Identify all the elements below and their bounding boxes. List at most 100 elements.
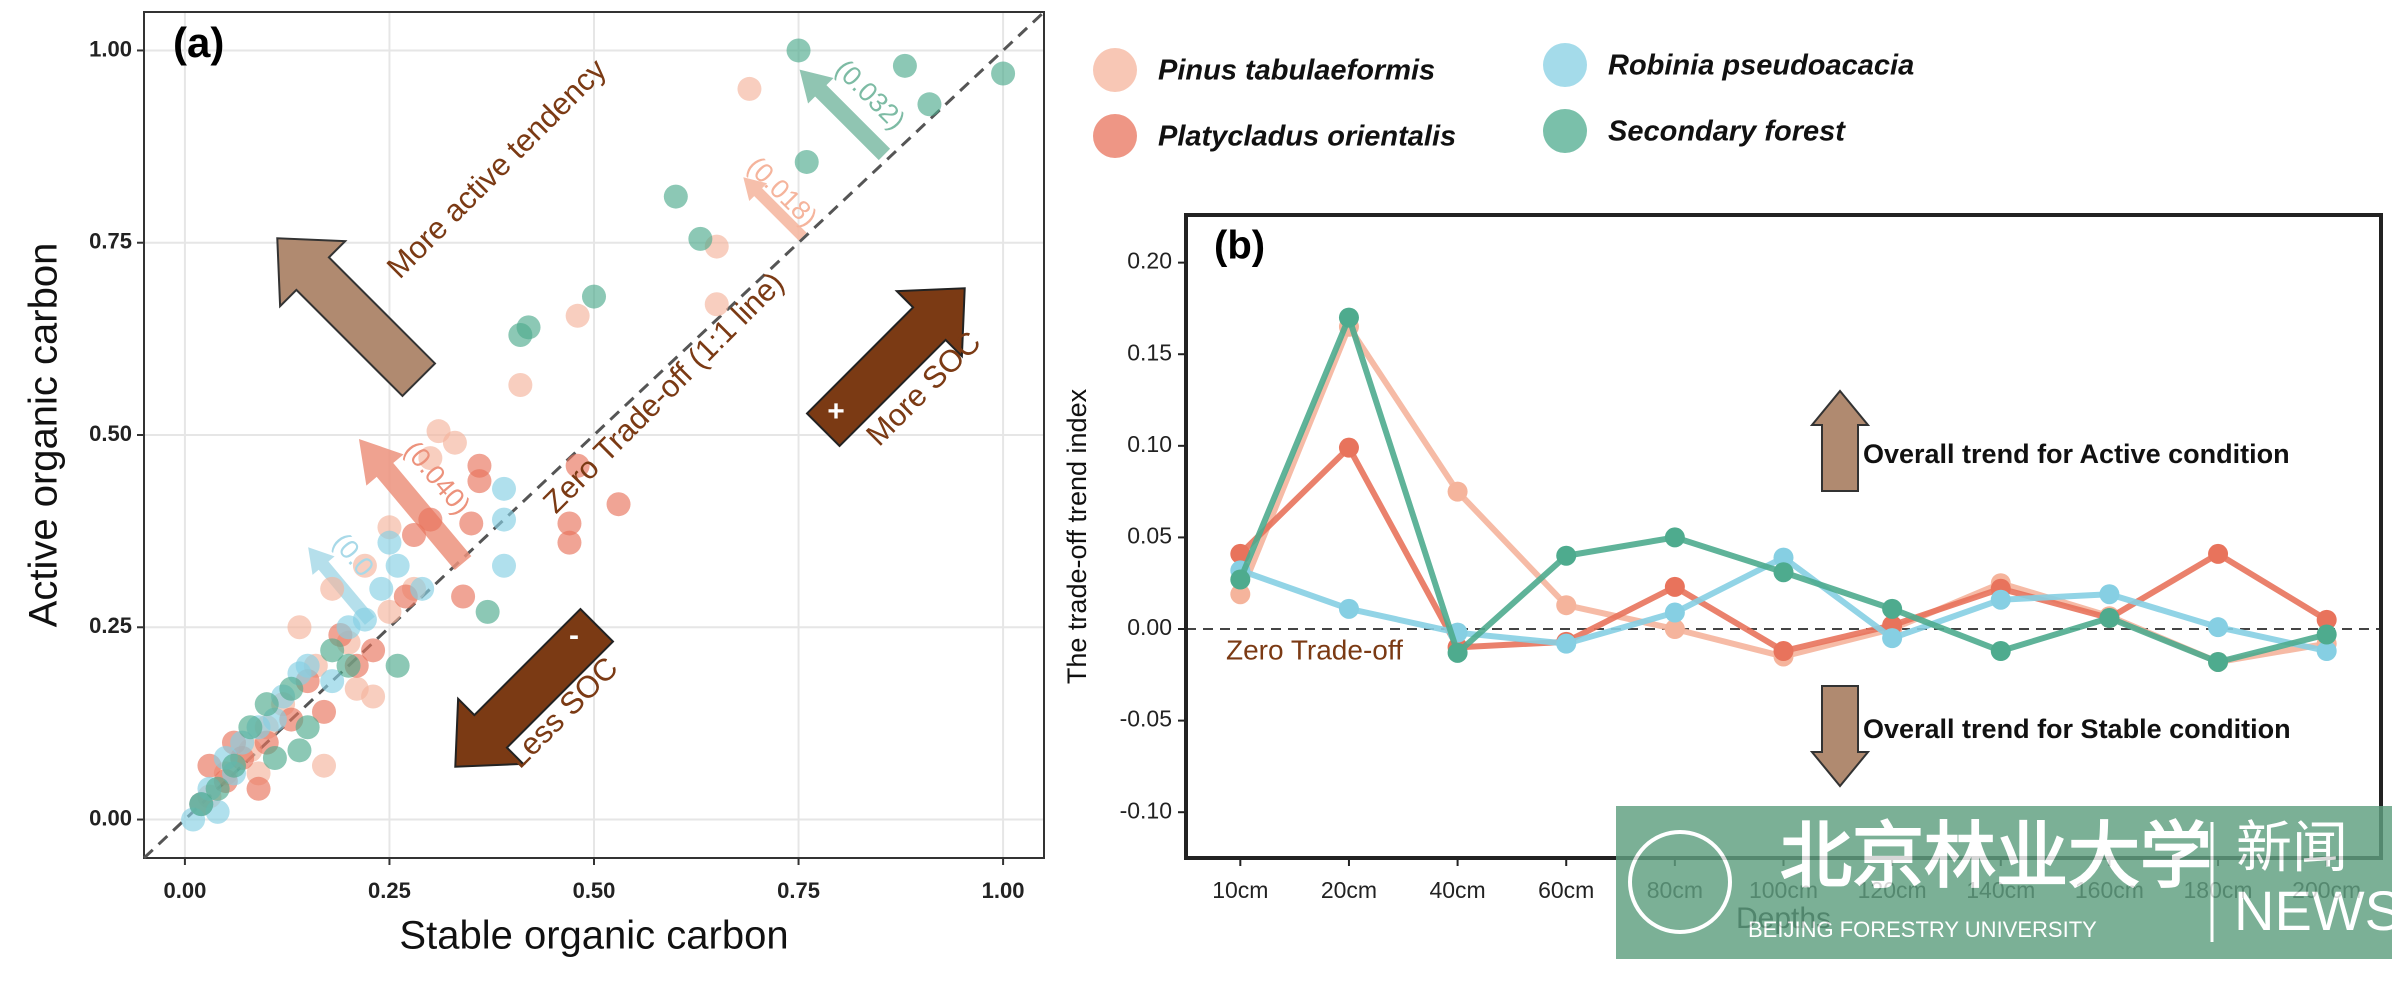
y-tick-label: 0.50 bbox=[89, 421, 132, 446]
legend-swatch bbox=[1093, 114, 1137, 158]
point bbox=[1447, 481, 1468, 502]
point bbox=[1990, 589, 2011, 610]
watermark-name: 北京林业大学 bbox=[1780, 817, 2212, 897]
point bbox=[377, 530, 402, 555]
point bbox=[917, 92, 942, 117]
point bbox=[254, 692, 279, 717]
point bbox=[352, 553, 377, 578]
point bbox=[1556, 595, 1577, 616]
point bbox=[320, 669, 345, 694]
point bbox=[1773, 547, 1794, 568]
arrow bbox=[743, 177, 807, 241]
point bbox=[1990, 640, 2011, 661]
y-axis-title: The trade-off trend index bbox=[1062, 388, 1092, 684]
watermark-logo bbox=[1628, 830, 1732, 934]
arrow bbox=[1809, 685, 1871, 788]
point bbox=[991, 61, 1016, 86]
point bbox=[1556, 633, 1577, 654]
plot-frame bbox=[143, 11, 1045, 859]
annotation: - bbox=[569, 619, 579, 652]
watermark: 北京林业大学 BEIJING FORESTRY UNIVERSITY 新闻 NE… bbox=[1616, 806, 2400, 959]
annotation: Zero Trade-off bbox=[1226, 634, 1403, 665]
panel-label: (a) bbox=[173, 19, 224, 66]
point bbox=[418, 446, 443, 471]
point bbox=[1664, 602, 1685, 623]
point bbox=[794, 149, 819, 174]
legend-label: Pinus tabulaeformis bbox=[1158, 55, 1435, 87]
point bbox=[1882, 628, 1903, 649]
point bbox=[361, 638, 386, 663]
arrow bbox=[805, 287, 966, 448]
point bbox=[2316, 624, 2337, 645]
point bbox=[418, 507, 443, 532]
point bbox=[508, 323, 533, 348]
point bbox=[1556, 545, 1577, 566]
point bbox=[246, 776, 271, 801]
point bbox=[1773, 562, 1794, 583]
annotation: Overall trend for Active condition bbox=[1863, 439, 2290, 469]
point bbox=[295, 715, 320, 740]
point bbox=[492, 507, 516, 532]
point bbox=[1230, 584, 1251, 605]
point bbox=[1230, 569, 1251, 590]
point bbox=[279, 676, 304, 701]
point bbox=[189, 792, 214, 817]
watermark-section-en: NEWS bbox=[2234, 879, 2400, 942]
legend-swatch bbox=[1093, 48, 1137, 92]
x-tick-label: 60cm bbox=[1538, 877, 1594, 903]
point bbox=[442, 430, 467, 455]
point bbox=[492, 476, 516, 501]
legend-label: Platycladus orientalis bbox=[1158, 121, 1456, 153]
point bbox=[222, 753, 246, 778]
point bbox=[1338, 307, 1359, 328]
point bbox=[2208, 651, 2229, 672]
point bbox=[2208, 543, 2229, 564]
point bbox=[287, 615, 312, 640]
point bbox=[1773, 640, 1794, 661]
point bbox=[312, 753, 336, 778]
point bbox=[2099, 608, 2120, 629]
point bbox=[369, 576, 394, 601]
x-tick-label: 1.00 bbox=[982, 878, 1025, 903]
y-axis-title: Active organic carbon bbox=[22, 243, 66, 628]
point bbox=[1664, 576, 1685, 597]
point bbox=[1230, 543, 1251, 564]
y-tick-label: 0.20 bbox=[1127, 248, 1172, 274]
annotation: + bbox=[827, 395, 845, 428]
arrow bbox=[799, 69, 891, 161]
x-axis-title: Stable organic carbon bbox=[399, 914, 788, 958]
point bbox=[1338, 437, 1359, 458]
y-tick-label: -0.05 bbox=[1120, 706, 1172, 732]
point bbox=[402, 522, 426, 547]
point bbox=[205, 776, 230, 801]
y-tick-label: 0.15 bbox=[1127, 339, 1172, 365]
point bbox=[451, 584, 476, 609]
legend-label: Robinia pseudoacacia bbox=[1608, 50, 1914, 82]
point bbox=[704, 292, 729, 317]
annotation: Overall trend for Stable condition bbox=[1863, 714, 2291, 744]
point bbox=[385, 553, 410, 578]
point bbox=[2316, 640, 2337, 661]
panel-label: (b) bbox=[1214, 224, 1265, 268]
point bbox=[320, 638, 345, 663]
arrow bbox=[454, 607, 615, 768]
x-tick-label: 20cm bbox=[1321, 877, 1377, 903]
y-tick-label: 0.05 bbox=[1127, 522, 1172, 548]
point bbox=[565, 303, 590, 328]
legend-swatch bbox=[1543, 109, 1587, 153]
legend-swatch bbox=[1543, 43, 1587, 87]
point bbox=[557, 511, 582, 536]
watermark-english: BEIJING FORESTRY UNIVERSITY bbox=[1748, 917, 2097, 942]
point bbox=[385, 653, 410, 678]
x-tick-label: 0.75 bbox=[777, 878, 820, 903]
point bbox=[336, 653, 361, 678]
point bbox=[2099, 584, 2120, 605]
point bbox=[737, 76, 762, 101]
point bbox=[377, 599, 402, 624]
y-tick-label: 0.75 bbox=[89, 229, 132, 254]
point bbox=[606, 492, 631, 517]
point bbox=[786, 38, 811, 63]
x-tick-label: 40cm bbox=[1429, 877, 1485, 903]
point bbox=[459, 511, 484, 536]
